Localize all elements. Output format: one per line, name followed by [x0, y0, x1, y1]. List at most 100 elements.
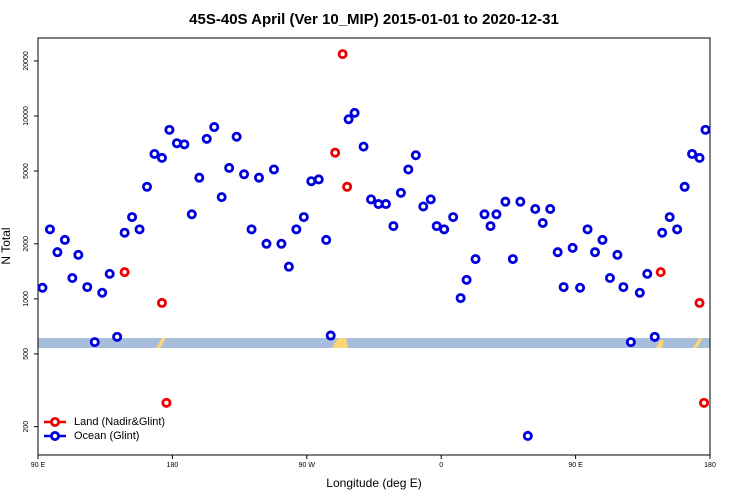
data-point: [366, 194, 377, 205]
x-tick-label: 90 E: [31, 462, 46, 469]
y-tick-label: 20000: [23, 51, 30, 71]
data-point: [537, 217, 548, 228]
data-point: [209, 122, 220, 133]
data-point: [112, 331, 123, 342]
data-point: [618, 282, 629, 293]
x-tick-label: 90 E: [568, 462, 583, 469]
data-point: [283, 261, 294, 272]
data-point: [82, 282, 93, 293]
data-point: [455, 293, 466, 304]
legend-marker: [50, 416, 61, 427]
land-ocean-strip: [38, 338, 710, 348]
data-point: [330, 147, 341, 158]
data-point: [530, 204, 541, 215]
data-point: [448, 212, 459, 223]
data-point: [254, 172, 265, 183]
data-point: [403, 164, 414, 175]
data-point: [699, 397, 710, 408]
y-tick-label: 2000: [23, 236, 30, 252]
data-point: [395, 187, 406, 198]
data-point: [694, 297, 705, 308]
data-point: [291, 224, 302, 235]
data-point: [231, 131, 242, 142]
y-axis-label: N Total: [0, 227, 13, 264]
data-point: [545, 204, 556, 215]
data-point: [171, 138, 182, 149]
data-point: [649, 331, 660, 342]
x-tick-label: 180: [167, 462, 179, 469]
data-point: [700, 124, 711, 135]
data-point: [679, 181, 690, 192]
data-point: [67, 273, 78, 284]
data-point: [342, 181, 353, 192]
data-point: [325, 330, 336, 341]
data-point: [89, 337, 100, 348]
data-point: [507, 254, 518, 265]
data-point: [625, 337, 636, 348]
data-point: [388, 221, 399, 232]
data-point: [558, 282, 569, 293]
x-tick-label: 0: [439, 462, 443, 469]
data-point: [179, 139, 190, 150]
chart-title: 45S-40S April (Ver 10_MIP) 2015-01-01 to…: [189, 11, 559, 28]
data-point: [461, 274, 472, 285]
data-point: [479, 209, 490, 220]
data-point: [246, 224, 257, 235]
data-point: [52, 247, 63, 258]
data-point: [156, 297, 167, 308]
data-point: [59, 234, 70, 245]
data-point: [612, 249, 623, 260]
y-tick-label: 200: [23, 421, 30, 433]
data-point: [134, 224, 145, 235]
data-point: [604, 273, 615, 284]
data-point: [343, 114, 354, 125]
y-tick-label: 500: [23, 348, 30, 360]
data-point: [276, 238, 287, 249]
data-point: [418, 201, 429, 212]
data-point: [655, 267, 666, 278]
data-point: [642, 268, 653, 279]
data-point: [97, 287, 108, 298]
data-point: [425, 194, 436, 205]
data-point: [224, 162, 235, 173]
data-point: [119, 227, 130, 238]
x-tick-label: 180: [704, 462, 716, 469]
data-point: [380, 199, 391, 210]
data-point: [522, 430, 533, 441]
data-point: [687, 148, 698, 159]
data-point: [485, 221, 496, 232]
data-point: [439, 224, 450, 235]
data-point: [515, 196, 526, 207]
legend-label: Land (Nadir&Glint): [74, 416, 165, 428]
plot-frame: [37, 37, 711, 456]
data-point: [201, 133, 212, 144]
x-tick-label: 90 W: [299, 462, 316, 469]
data-point: [186, 209, 197, 220]
data-point: [575, 282, 586, 293]
data-point: [358, 141, 369, 152]
data-point: [664, 212, 675, 223]
data-point: [431, 221, 442, 232]
data-point: [590, 247, 601, 258]
data-point: [194, 172, 205, 183]
data-point: [127, 212, 138, 223]
data-point: [337, 49, 348, 60]
data-point: [470, 254, 481, 265]
data-point: [298, 212, 309, 223]
data-point: [149, 148, 160, 159]
legend-label: Ocean (Glint): [74, 430, 139, 442]
data-point: [261, 238, 272, 249]
x-axis-label: Longitude (deg E): [326, 476, 421, 490]
data-point: [313, 174, 324, 185]
data-point: [321, 234, 332, 245]
data-point: [268, 164, 279, 175]
y-tick-label: 5000: [23, 163, 30, 179]
data-point: [349, 107, 360, 118]
data-point: [306, 176, 317, 187]
data-point: [634, 287, 645, 298]
data-point: [104, 268, 115, 279]
data-point: [239, 169, 250, 180]
data-point: [161, 397, 172, 408]
y-tick-label: 10000: [23, 106, 30, 126]
data-point: [582, 224, 593, 235]
